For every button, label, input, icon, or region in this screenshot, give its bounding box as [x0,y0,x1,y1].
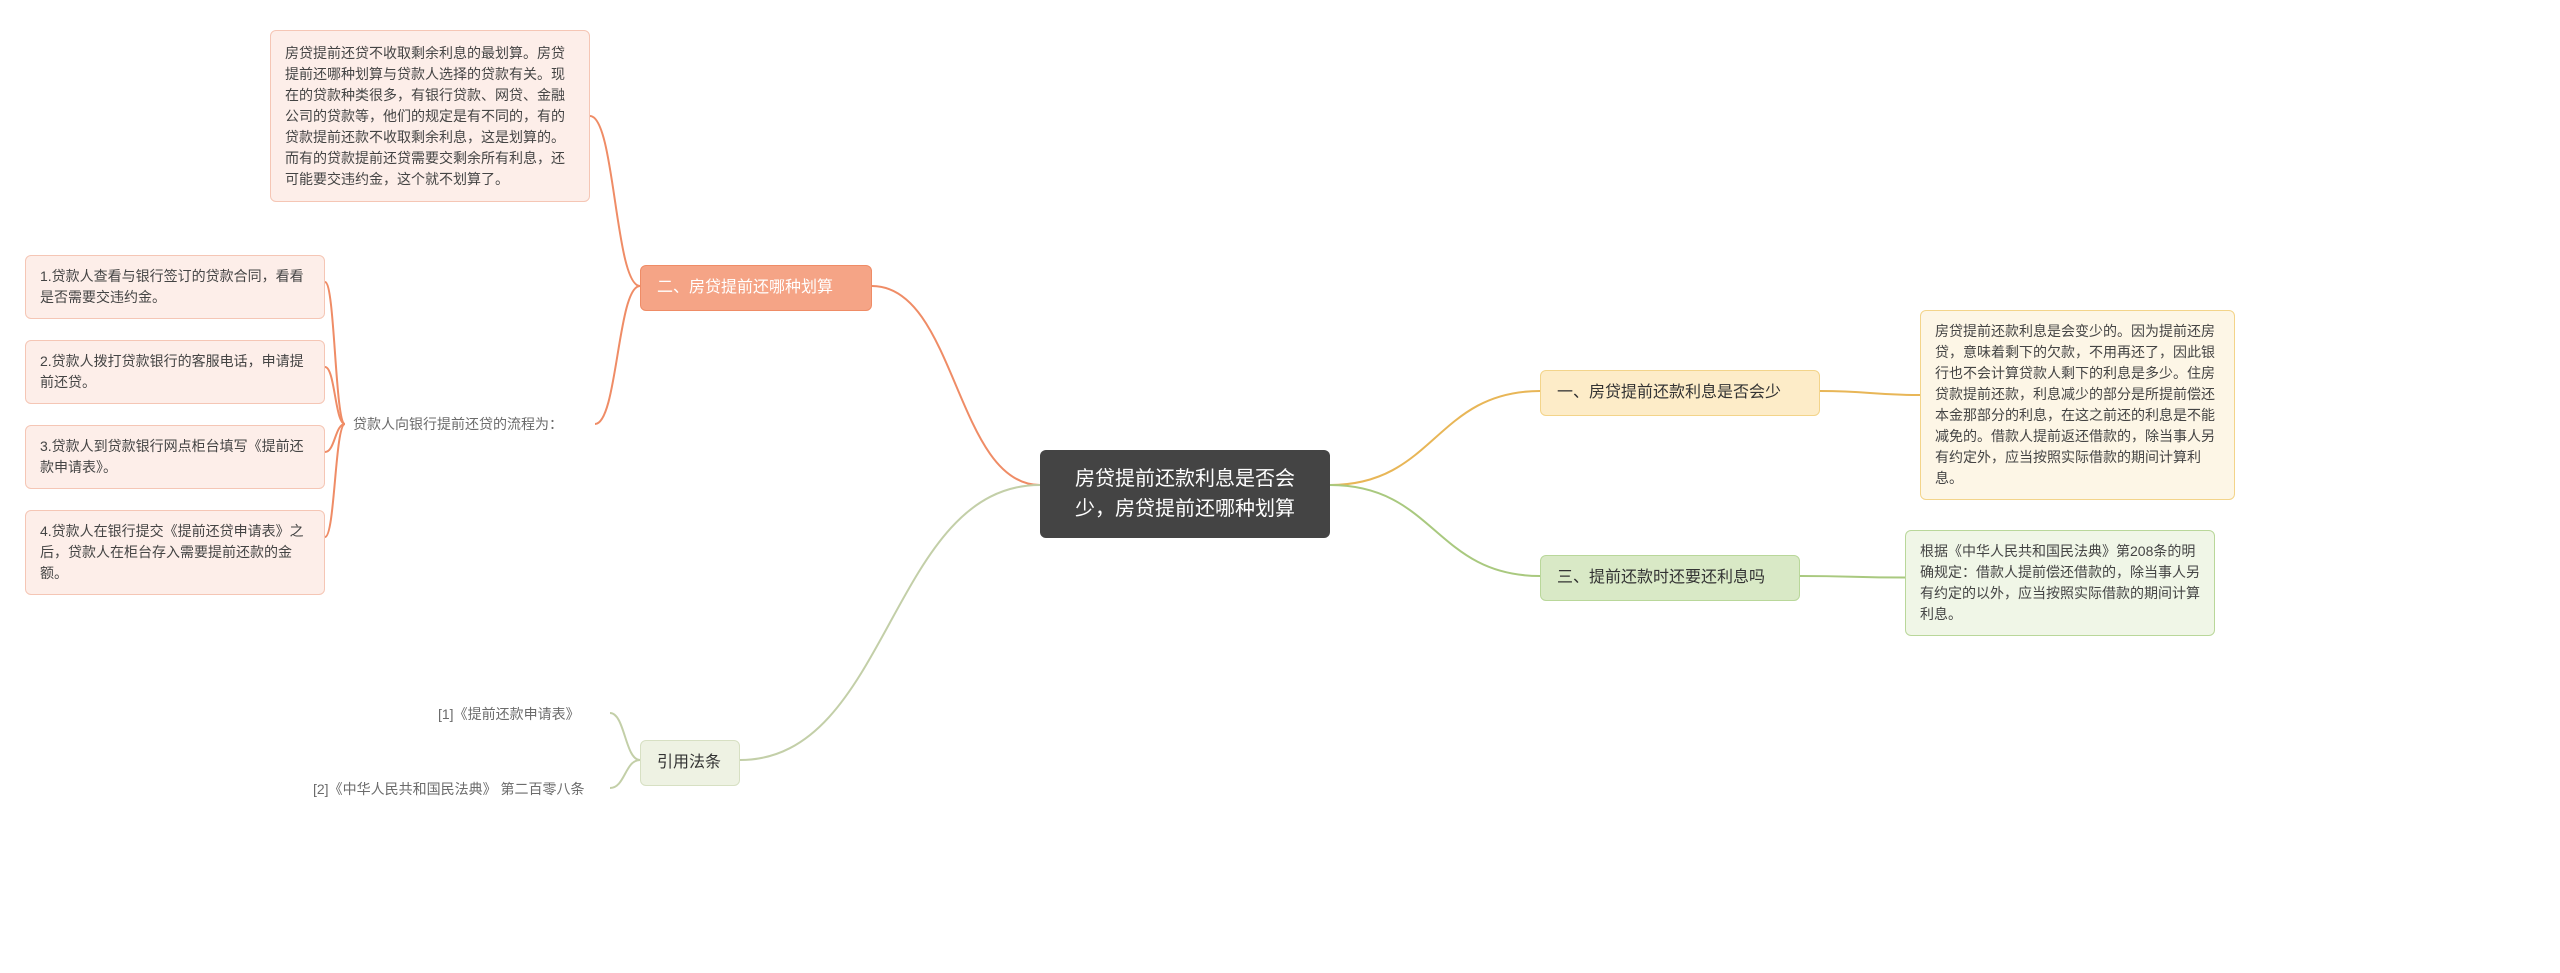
branch-4-ref-1: [1]《提前还款申请表》 [430,700,610,729]
branch-2: 二、房贷提前还哪种划算 [640,265,872,311]
branch-3: 三、提前还款时还要还利息吗 [1540,555,1800,601]
branch-1-leaf: 房贷提前还款利息是会变少的。因为提前还房贷，意味着剩下的欠款，不用再还了，因此银… [1920,310,2235,500]
branch-2-step-2: 2.贷款人拨打贷款银行的客服电话，申请提前还贷。 [25,340,325,404]
branch-1: 一、房贷提前还款利息是否会少 [1540,370,1820,416]
branch-2-step-1: 1.贷款人查看与银行签订的贷款合同，看看是否需要交违约金。 [25,255,325,319]
branch-2-step-3: 3.贷款人到贷款银行网点柜台填写《提前还款申请表》。 [25,425,325,489]
branch-4-ref-2: [2]《中华人民共和国民法典》 第二百零八条 [305,775,610,804]
branch-2-flow-label: 贷款人向银行提前还贷的流程为： [345,410,595,439]
branch-2-top-leaf: 房贷提前还贷不收取剩余利息的最划算。房贷提前还哪种划算与贷款人选择的贷款有关。现… [270,30,590,202]
branch-4: 引用法条 [640,740,740,786]
branch-2-step-4: 4.贷款人在银行提交《提前还贷申请表》之后，贷款人在柜台存入需要提前还款的金额。 [25,510,325,595]
branch-3-leaf: 根据《中华人民共和国民法典》第208条的明确规定：借款人提前偿还借款的，除当事人… [1905,530,2215,636]
root-node: 房贷提前还款利息是否会少，房贷提前还哪种划算 [1040,450,1330,538]
